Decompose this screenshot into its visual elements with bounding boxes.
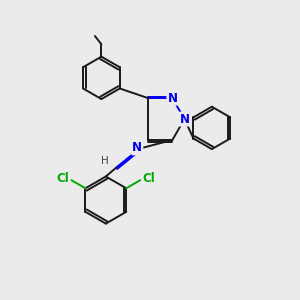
Text: Cl: Cl (56, 172, 69, 185)
Text: H: H (101, 156, 109, 166)
Text: N: N (132, 141, 142, 154)
Text: N: N (167, 92, 177, 105)
Text: N: N (179, 112, 190, 126)
Text: Cl: Cl (142, 172, 155, 185)
